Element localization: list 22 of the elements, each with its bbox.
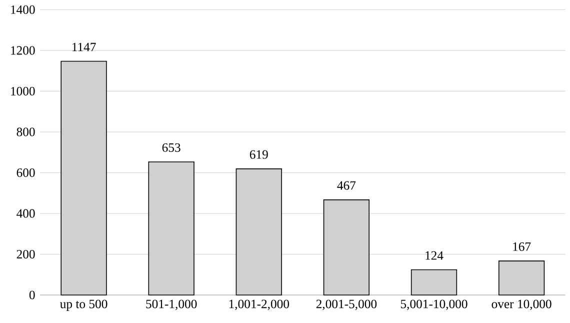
x-tick-label: over 10,000 <box>492 300 552 310</box>
data-label: 467 <box>337 181 356 190</box>
data-label: 619 <box>250 150 268 159</box>
x-tick-label: 5,001-10,000 <box>400 300 468 310</box>
data-label: 124 <box>426 251 444 260</box>
data-label: 1147 <box>72 42 96 52</box>
y-tick-label: 600 <box>16 168 35 177</box>
y-tick-label: 1400 <box>11 5 35 14</box>
data-label: 167 <box>513 242 531 251</box>
x-tick-label: 501-1,000 <box>146 300 197 310</box>
x-tick-label: up to 500 <box>60 300 108 311</box>
y-tick-label: 200 <box>16 250 35 258</box>
bar <box>498 260 545 296</box>
x-tick-label: 2,001-5,000 <box>316 300 377 310</box>
y-tick-label: 800 <box>16 128 35 136</box>
y-tick-label: 1200 <box>11 46 35 55</box>
bar <box>410 269 458 296</box>
y-tick-label: 0 <box>29 290 35 300</box>
y-tick-label: 400 <box>16 209 35 218</box>
data-label: 653 <box>162 143 180 152</box>
y-tick-label: 1000 <box>11 86 35 96</box>
x-tick-label: 1,001-2,000 <box>229 300 290 310</box>
